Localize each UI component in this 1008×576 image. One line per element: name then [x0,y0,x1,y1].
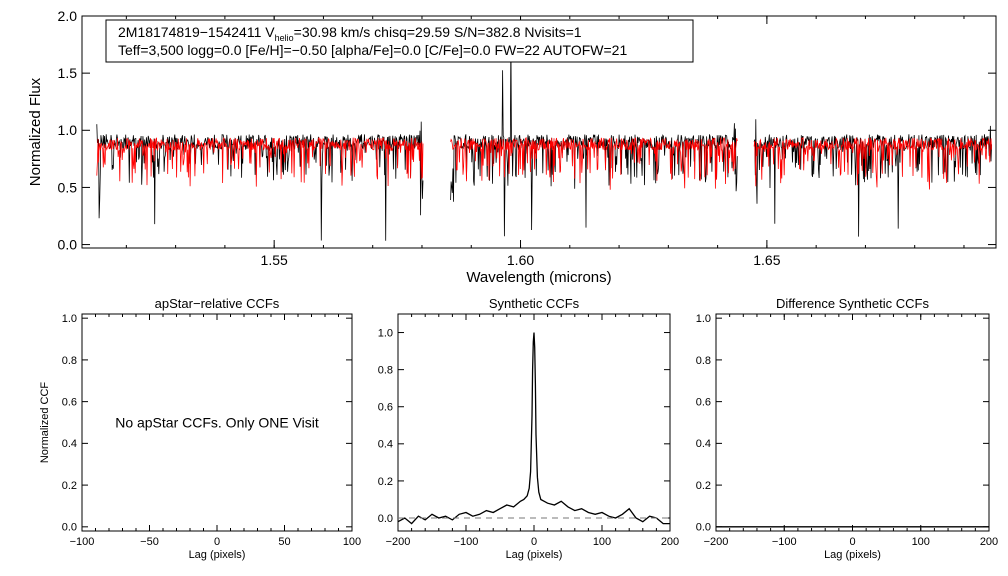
y-tick-label: 0.2 [696,480,711,492]
y-tick-label: 0.4 [378,439,393,451]
annotation-star-id: 2M18174819−1542411 [118,24,265,40]
x-tick-label: −50 [140,536,159,548]
plot-frame [397,313,671,532]
spectrum-series-observed [96,33,992,241]
y-tick-label: 1.0 [378,327,393,339]
x-tick-label: 1.60 [507,252,534,268]
y-tick-label: 1.0 [62,313,77,325]
y-tick-label: 0.2 [378,476,393,488]
x-tick-label: 0 [531,536,537,548]
x-tick-label: 0 [214,536,220,548]
y-tick-label: 2.0 [58,8,78,24]
no-ccf-message: No apStar CCFs. Only ONE Visit [115,415,319,431]
x-tick-label: 1.55 [261,252,288,268]
x-tick-label: 100 [912,536,930,548]
x-axis-label: Wavelength (microns) [466,269,611,286]
annotation-line-1-values: =30.98 km/s chisq=29.59 S/N=382.8 Nvisit… [294,24,582,40]
x-tick-label: 100 [593,536,611,548]
y-tick-label: 0.5 [58,179,78,195]
y-axis-label: Normalized CCF [39,382,51,464]
y-tick-label: 0.8 [62,355,77,367]
y-tick-label: 0.2 [62,480,77,492]
annotation-vhelio-symbol: V [265,24,275,40]
y-tick-label: 0.0 [696,522,711,534]
annotation-line-1: 2M18174819−1542411 Vhelio=30.98 km/s chi… [118,24,582,43]
annotation-box [105,19,694,63]
panel-title: Synthetic CCFs [489,296,580,311]
annotation-vhelio-subscript: helio [275,33,294,43]
x-tick-label: −100 [70,536,95,548]
synthetic-ccf-panel: −200 −100 0 100 200 0.0 0.2 0.4 0.6 0.8 1.0 Lag (pi… [378,296,679,561]
x-axis-label: Lag (pixels) [189,549,246,561]
y-tick-label: 1.0 [696,313,711,325]
annotation-line-2: Teff=3,500 logg=0.0 [Fe/H]=−0.50 [alpha/… [118,42,627,58]
x-tick-label: −200 [386,536,411,548]
ccf-series-ccf [397,332,670,525]
y-tick-label: 0.0 [58,236,78,252]
panel-title: Difference Synthetic CCFs [776,296,929,311]
x-tick-label: −100 [454,536,479,548]
x-tick-label: 50 [278,536,290,548]
x-tick-label: −100 [772,536,797,548]
x-axis-label: Lag (pixels) [824,549,881,561]
plot-frame [715,313,990,532]
y-tick-label: 0.4 [62,438,77,450]
y-tick-label: 0.8 [378,364,393,376]
y-axis-label: Normalized Flux [27,77,44,186]
plot-frame [81,15,997,249]
x-axis-label: Lag (pixels) [506,549,563,561]
y-tick-label: 1.0 [58,122,78,138]
y-tick-label: 0.0 [62,522,77,534]
y-tick-label: 0.8 [696,355,711,367]
apstar-ccf-panel: −100 −50 0 50 100 0.0 0.2 0.4 0.6 0.8 1.0 Lag (pixe… [39,296,361,561]
spectrum-panel: 1.55 1.60 1.65 0.0 0.5 1.0 1.5 2.0 Wavelength (m… [27,8,997,286]
y-tick-label: 0.6 [378,402,393,414]
spectrum-series-synthetic [96,136,992,190]
y-tick-label: 0.6 [62,396,77,408]
x-tick-label: −200 [704,536,729,548]
difference-ccf-panel: −200 −100 0 100 200 0.0 0.2 0.4 0.6 0.8 1.0 Lag (pi… [696,296,998,561]
y-tick-label: 0.0 [378,513,393,525]
y-tick-label: 0.4 [696,438,711,450]
y-tick-label: 1.5 [58,65,78,81]
x-tick-label: 100 [343,536,361,548]
x-tick-label: 200 [980,536,998,548]
x-tick-label: 200 [661,536,679,548]
y-tick-label: 0.6 [696,396,711,408]
panel-title: apStar−relative CCFs [155,296,280,311]
x-tick-label: 1.65 [753,252,780,268]
x-tick-label: 0 [849,536,855,548]
